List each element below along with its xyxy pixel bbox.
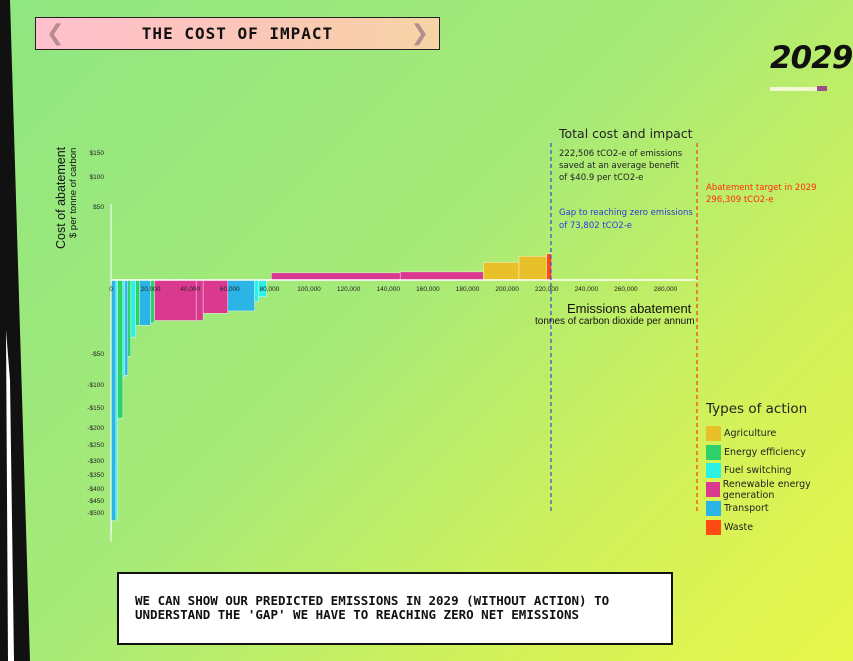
- bar-8[interactable]: [135, 279, 140, 326]
- x-axis-sublabel: tonnes of carbon dioxide per annum: [535, 316, 695, 327]
- x-tick-label: 140,000: [377, 286, 401, 293]
- legend-item: Transport: [706, 499, 853, 518]
- y-tick-label: $100: [90, 174, 105, 181]
- y-tick-label: $150: [90, 150, 105, 157]
- x-tick-label: 220,000: [535, 286, 559, 293]
- bar-19[interactable]: [399, 271, 484, 281]
- legend-item: Energy efficiency: [706, 443, 853, 462]
- bar-3[interactable]: [117, 279, 124, 419]
- bar-15[interactable]: [254, 279, 259, 302]
- legend-swatch: [706, 444, 721, 460]
- y-tick-label: -$150: [87, 405, 104, 412]
- total-line-1: 222,506 tCO2-e of emissions: [559, 149, 683, 159]
- bar-13[interactable]: [202, 279, 229, 314]
- total-line-3: of $40.9 per tCO2-e: [559, 173, 643, 183]
- left-edge-decoration: [0, 0, 30, 661]
- year-progress-marker[interactable]: [817, 86, 827, 91]
- x-axis-label: Emissions abatement: [567, 301, 692, 316]
- bars-layer: [110, 253, 552, 533]
- page-title: THE COST OF IMPACT: [141, 24, 334, 43]
- y-tick-label: -$350: [87, 472, 104, 479]
- legend-label: Fuel switching: [724, 465, 792, 477]
- y-tick-label: -$250: [87, 442, 104, 449]
- x-tick-label: 180,000: [456, 286, 480, 293]
- legend-title: Types of action: [706, 401, 808, 417]
- x-tick-label: 60,000: [220, 286, 240, 293]
- reference-lines-layer: [550, 143, 698, 513]
- x-tick-label: 240,000: [575, 286, 599, 293]
- target-line-2: 296,309 tCO2-e: [706, 195, 774, 205]
- y-tick-label: -$400: [87, 486, 104, 493]
- y-tick-label: -$500: [87, 510, 104, 517]
- legend-label: Transport: [724, 503, 769, 515]
- legend-label: Energy efficiency: [724, 446, 806, 458]
- chevron-left-icon[interactable]: ❮: [46, 20, 65, 46]
- legend-item: Agriculture: [706, 424, 853, 443]
- y-axis-sublabel: $ per tonne of carbon: [68, 148, 79, 238]
- legend-swatch: [706, 501, 721, 517]
- bar-7[interactable]: [130, 279, 136, 338]
- bar-5[interactable]: [124, 279, 129, 376]
- bar-1[interactable]: [111, 279, 117, 521]
- x-tick-label: 0: [109, 286, 113, 293]
- gap-line-1: Gap to reaching zero emissions: [559, 208, 693, 218]
- x-tick-label: 120,000: [337, 286, 361, 293]
- y-tick-label: -$450: [87, 498, 104, 505]
- year-progress-bar: [770, 87, 817, 91]
- legend-swatch: [706, 519, 721, 535]
- x-tick-label: 260,000: [614, 286, 638, 293]
- caption-text: WE CAN SHOW OUR PREDICTED EMISSIONS IN 2…: [135, 593, 610, 622]
- y-axis-label: Cost of abatement: [54, 146, 68, 249]
- legend-label: Agriculture: [724, 427, 777, 439]
- legend-label: Waste: [724, 521, 754, 533]
- bar-14[interactable]: [227, 279, 255, 312]
- chevron-right-icon[interactable]: ❯: [410, 20, 429, 46]
- x-tick-label: 20,000: [141, 286, 161, 293]
- gap-line-2: of 73,802 tCO2-e: [559, 221, 632, 231]
- y-tick-label: -$50: [91, 351, 104, 358]
- legend-item: Renewable energy generation: [706, 478, 853, 501]
- y-tick-label: $50: [93, 204, 104, 211]
- x-tick-label: 100,000: [297, 286, 321, 293]
- legend-swatch: [706, 463, 721, 479]
- bar-18[interactable]: [271, 272, 401, 281]
- bar-6[interactable]: [127, 279, 132, 357]
- legend-label: Renewable energy generation: [722, 478, 811, 501]
- x-tick-label: 40,000: [180, 286, 200, 293]
- x-tick-label: 160,000: [416, 286, 440, 293]
- legend-swatch: [706, 482, 720, 498]
- year-label: 2029: [770, 40, 853, 76]
- legend: Types of action Agriculture Energy effici…: [706, 401, 853, 537]
- bar-20[interactable]: [483, 262, 520, 281]
- y-tick-label: -$200: [87, 425, 104, 432]
- x-tick-label: 200,000: [495, 286, 519, 293]
- total-title: Total cost and impact: [558, 126, 693, 141]
- y-tick-label: -$100: [87, 382, 104, 389]
- y-tick-label: -$300: [87, 458, 104, 465]
- axis-layer: 0 20,000 40,000 60,000 80,000 100,000 120,000 1…: [87, 150, 698, 542]
- caption-box: WE CAN SHOW OUR PREDICTED EMISSIONS IN 2…: [117, 572, 673, 645]
- x-tick-label: 280,000: [654, 286, 678, 293]
- bar-21[interactable]: [518, 255, 547, 281]
- legend-item: Waste: [706, 518, 853, 537]
- title-banner: ❮ THE COST OF IMPACT ❯: [35, 17, 440, 50]
- bar-4[interactable]: [122, 279, 126, 378]
- x-tick-label: 80,000: [259, 286, 279, 293]
- target-line-1: Abatement target in 2029: [706, 183, 817, 193]
- bar-2[interactable]: [115, 279, 118, 519]
- legend-item: Fuel switching: [706, 462, 853, 481]
- legend-swatch: [706, 425, 721, 441]
- total-line-2: saved at an average benefit: [559, 161, 680, 171]
